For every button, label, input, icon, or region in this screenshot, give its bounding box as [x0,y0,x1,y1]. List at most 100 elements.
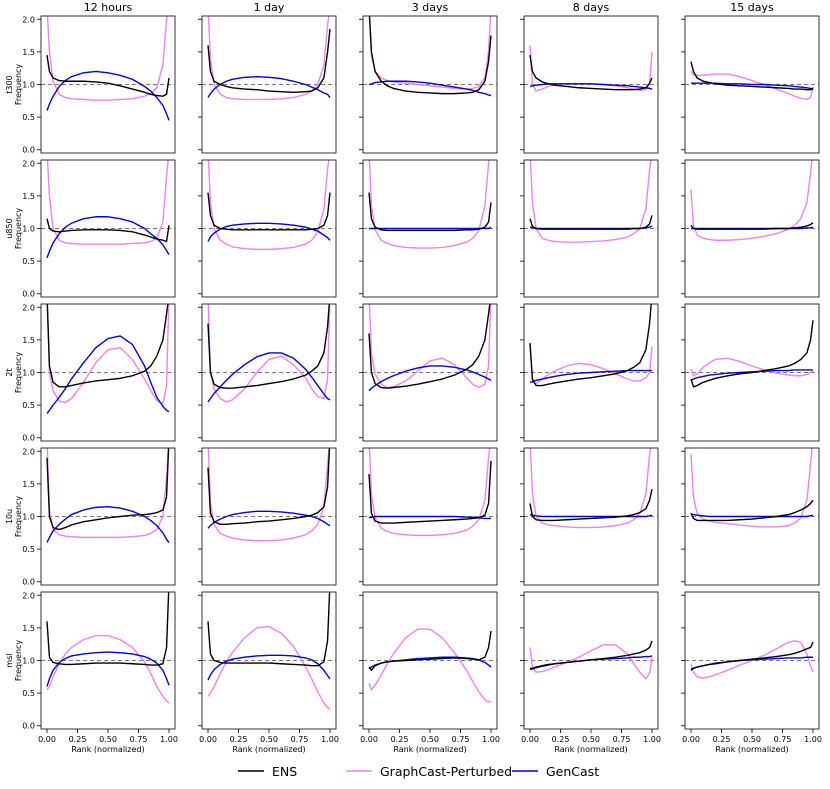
x-axis-label: Rank (normalized) [393,745,466,754]
series-line-gencast [207,654,331,681]
series-line-ens [368,192,492,232]
x-tick-label: 0.75 [130,735,148,744]
x-tick-label: 0.75 [774,735,792,744]
series-line-ens [207,448,331,526]
column-title: 8 days [573,1,610,14]
y-tick-label: 1.5 [22,192,35,201]
panel-u850-1 [198,159,337,298]
y-tick-label: 1.0 [22,513,35,522]
legend-item-graphcast-perturbed: GraphCast-Perturbed [346,764,512,779]
row-variable-label: t300 [5,75,14,93]
x-axis-label: Rank (normalized) [554,745,627,754]
series-line-ens [46,304,169,388]
y-tick-label: 0.0 [22,722,35,731]
series-line-graphcast-perturbed [46,304,170,405]
panel-t300-1: 1 day [198,1,337,154]
x-tick-label: 0.75 [452,735,470,744]
series-line-ens [207,304,330,389]
series-line-gencast [46,506,170,544]
series-line-gencast [207,352,331,403]
series-line-ens [207,192,331,231]
y-tick-label: 2.0 [22,303,35,312]
panel-u850-3 [520,159,659,298]
series-line-ens [46,448,170,531]
series-line-ens [690,320,814,388]
series-line-ens [368,304,491,389]
panel-2t-0: 0.0 0.5 1.0 1.5 2.0 2t Frequency [5,303,176,443]
series-line-graphcast-perturbed [207,625,331,710]
column-title: 15 days [730,1,774,14]
x-tick-label: 0.25 [69,735,87,744]
series-line-graphcast-perturbed [368,16,492,90]
x-tick-label: 0.75 [291,735,309,744]
series-line-graphcast-perturbed [46,16,168,101]
panel-msl-3: 0.00 0.25 0.50 0.75 1.00 Rank (normalized) [520,591,661,754]
x-tick-label: 1.00 [321,735,339,744]
series-line-gencast [691,82,814,91]
series-line-graphcast-perturbed [368,628,492,703]
panel-2t-1 [198,303,337,442]
y-tick-label: 1.5 [22,480,35,489]
x-tick-label: 1.00 [160,735,178,744]
series-line-ens [690,222,814,230]
series-line-gencast [46,216,170,259]
y-tick-label: 1.0 [22,81,35,90]
y-axis-label: Frequency [14,352,23,394]
y-tick-label: 1.5 [22,48,35,57]
x-tick-label: 1.00 [643,735,661,744]
series-line-ens [46,218,170,243]
x-tick-label: 0.00 [360,735,378,744]
row-variable-label: msl [5,653,14,667]
series-line-gencast [369,226,492,230]
series-line-ens [690,641,814,671]
series-line-graphcast-perturbed [690,448,813,528]
series-line-graphcast-perturbed [368,304,492,389]
y-tick-label: 0.5 [22,113,35,122]
series-line-graphcast-perturbed [46,448,170,539]
x-tick-label: 0.25 [713,735,731,744]
y-tick-label: 2.0 [22,447,35,456]
series-line-ens [529,304,652,387]
series-line-ens [529,488,653,522]
series-line-ens [529,55,653,91]
series-line-ens [529,215,653,230]
y-tick-label: 0.5 [22,545,35,554]
x-axis-label: Rank (normalized) [715,745,788,754]
y-tick-label: 1.0 [22,225,35,234]
y-tick-label: 0.0 [22,146,35,155]
y-tick-label: 1.0 [22,657,35,666]
series-line-gencast [46,335,170,415]
series-line-ens [46,592,170,666]
series-line-graphcast-perturbed [207,16,330,101]
series-line-gencast [529,369,652,383]
y-tick-label: 0.5 [22,257,35,266]
series-line-graphcast-perturbed [529,160,652,243]
series-line-ens [207,28,331,94]
y-tick-label: 0.5 [22,401,35,410]
y-tick-label: 1.0 [22,369,35,378]
series-line-gencast [529,513,653,518]
series-line-graphcast-perturbed [690,357,814,377]
x-axis-label: Rank (normalized) [232,745,305,754]
row-variable-label: u850 [5,218,14,238]
series-line-gencast [368,80,492,97]
y-tick-label: 1.5 [22,624,35,633]
panel-u850-4 [681,159,820,298]
y-axis-label: Frequency [14,640,23,682]
series-line-graphcast-perturbed [529,644,653,680]
series-line-graphcast-perturbed [46,635,170,704]
panel-2t-2 [359,303,498,442]
row-variable-label: 2t [5,368,14,376]
y-axis-label: Frequency [14,64,23,106]
x-tick-label: 0.25 [552,735,570,744]
panel-2t-4 [681,303,820,442]
panel-10u-1 [198,447,337,586]
series-line-graphcast-perturbed [368,160,490,249]
x-tick-label: 0.50 [582,735,600,744]
legend-label: ENS [272,764,297,779]
series-line-gencast [207,510,331,529]
panel-t300-3: 8 days [520,1,659,154]
y-axis-label: Frequency [14,496,23,538]
panel-t300-0: 0.0 0.5 1.0 1.5 2.0 12 hours t300 Frequency [5,1,176,155]
